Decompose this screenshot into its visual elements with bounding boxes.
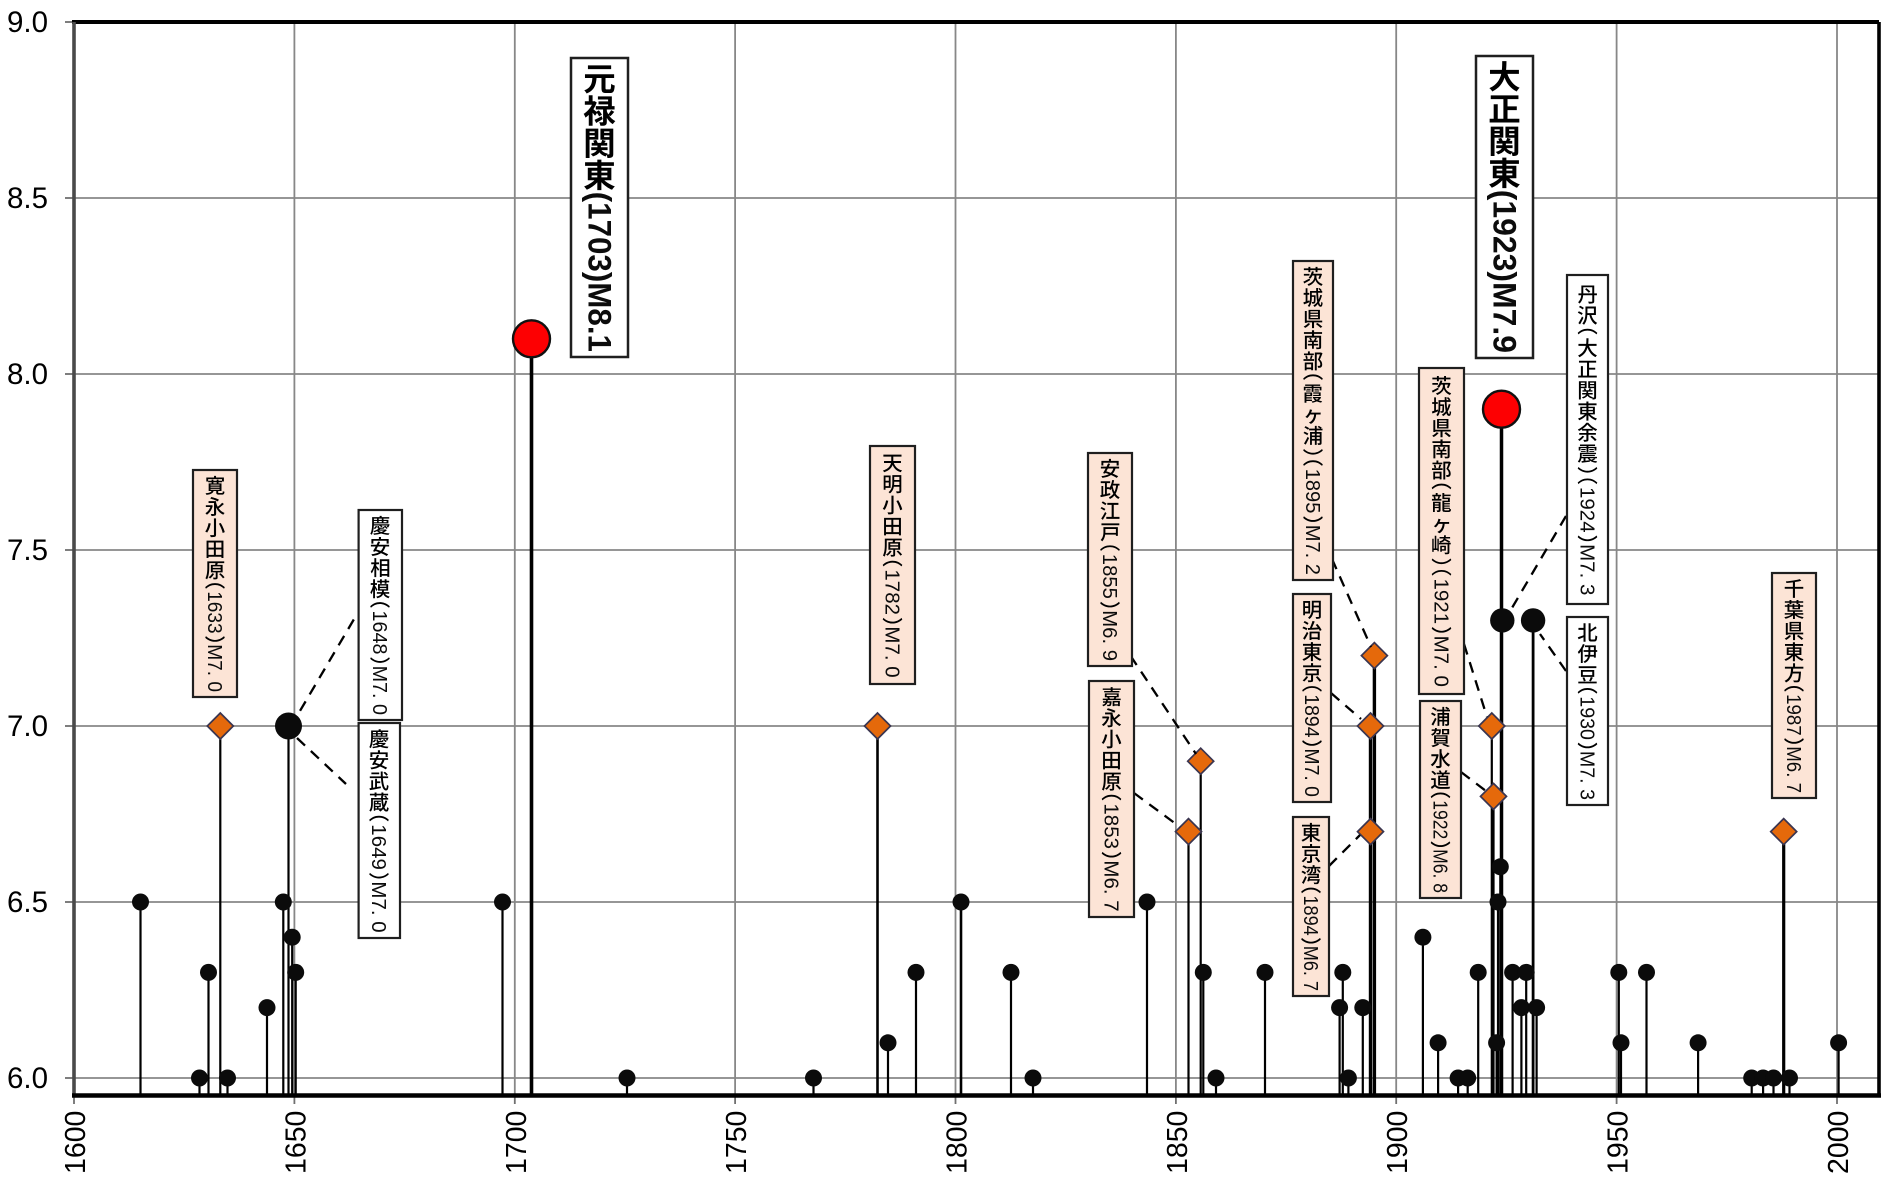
svg-text:8.0: 8.0 [7,358,48,391]
svg-text:1950: 1950 [1603,1111,1635,1174]
svg-text:1649: 1649 [367,824,390,870]
svg-text:M6. 8: M6. 8 [1428,849,1451,893]
svg-text:M7. 0: M7. 0 [1429,636,1452,687]
svg-text:1924: 1924 [1575,487,1598,533]
svg-text:1700: 1700 [501,1111,533,1174]
svg-text:1800: 1800 [942,1111,974,1174]
svg-text:M7. 0: M7. 0 [368,666,391,715]
svg-text:1600: 1600 [60,1111,92,1174]
svg-text:M7. 3: M7. 3 [1575,751,1598,800]
svg-text:1895: 1895 [1301,469,1324,514]
svg-text:1894: 1894 [1299,896,1322,936]
svg-text:1930: 1930 [1575,696,1598,740]
svg-text:M7. 3: M7. 3 [1575,544,1598,595]
svg-text:M7. 0: M7. 0 [203,644,226,692]
svg-text:M6. 7: M6. 7 [1299,946,1322,991]
svg-text:(1703)M8.1: (1703)M8.1 [581,192,617,352]
svg-text:1648: 1648 [368,611,391,655]
svg-text:7.5: 7.5 [7,534,48,567]
svg-text:1987: 1987 [1782,694,1805,736]
svg-text:(1923)M7.9: (1923)M7.9 [1486,190,1522,353]
svg-text:1782: 1782 [880,569,903,615]
svg-text:1633: 1633 [203,591,226,633]
svg-text:2000: 2000 [1823,1111,1855,1174]
svg-text:1850: 1850 [1162,1111,1194,1174]
svg-text:8.5: 8.5 [7,182,48,215]
svg-text:M6. 7: M6. 7 [1782,746,1805,793]
svg-text:1900: 1900 [1382,1111,1414,1174]
svg-text:1921: 1921 [1429,579,1452,625]
svg-text:9.0: 9.0 [7,6,48,39]
svg-text:1894: 1894 [1300,694,1323,737]
svg-text:M7. 0: M7. 0 [1300,748,1323,797]
svg-text:M6. 9: M6. 9 [1098,610,1121,661]
svg-text:1855: 1855 [1098,554,1121,599]
svg-text:M7. 0: M7. 0 [367,881,390,932]
svg-text:1922: 1922 [1428,800,1451,839]
svg-text:6.5: 6.5 [7,886,48,919]
svg-text:M6. 7: M6. 7 [1099,860,1122,911]
svg-text:1650: 1650 [280,1111,312,1174]
svg-text:7.0: 7.0 [7,710,48,743]
svg-text:1853: 1853 [1099,803,1122,849]
svg-text:M7. 0: M7. 0 [880,626,903,677]
svg-text:6.0: 6.0 [7,1062,48,1095]
svg-text:M7. 2: M7. 2 [1301,525,1324,575]
svg-text:1750: 1750 [721,1111,753,1174]
